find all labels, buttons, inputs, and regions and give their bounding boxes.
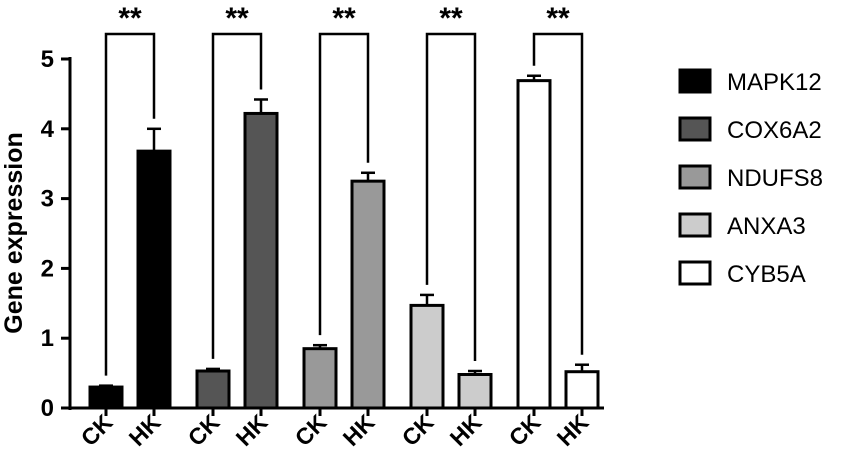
x-tick-label: CK [290, 409, 332, 451]
significance-bracket [532, 32, 584, 355]
y-tick-label: 1 [41, 325, 54, 352]
x-tick-label: HK [552, 409, 594, 451]
significance-annotations: ** ** ** ** ** [104, 2, 584, 376]
y-axis-title: Gene expression [0, 132, 28, 333]
significance-bracket [211, 32, 263, 359]
x-tick-label: CK [76, 409, 118, 451]
bar [195, 369, 231, 410]
significance-label: ** [439, 2, 463, 35]
bar [88, 385, 124, 410]
x-tick-label: CK [397, 409, 439, 451]
bars [88, 74, 600, 410]
legend-label: ANXA3 [727, 213, 806, 240]
significance-bracket [318, 32, 370, 336]
bar [516, 79, 552, 410]
significance-label: ** [332, 2, 356, 35]
legend-label: CYB5A [727, 261, 806, 288]
significance-label: ** [225, 2, 249, 35]
x-tick-label: CK [183, 409, 225, 451]
x-tick-label: HK [124, 409, 166, 451]
y-tick-label: 0 [41, 395, 54, 422]
y-tick-label: 3 [41, 186, 54, 213]
bar [457, 372, 493, 410]
significance-bracket [425, 32, 477, 362]
x-tick-label: HK [231, 409, 273, 451]
y-tick-label: 4 [41, 116, 55, 143]
x-tick-label: CK [504, 409, 546, 451]
significance-label: ** [118, 2, 142, 35]
legend-swatch [678, 68, 712, 94]
bar [136, 149, 172, 410]
legend-swatch [678, 116, 712, 142]
significance-bracket [104, 32, 156, 376]
legend-swatch [678, 212, 712, 238]
bar [564, 370, 600, 410]
legend-label: NDUFS8 [727, 165, 823, 192]
y-tick-label: 2 [41, 255, 54, 282]
significance-label: ** [546, 2, 570, 35]
y-tick-label: 5 [41, 46, 54, 73]
legend: MAPK12 COX6A2 NDUFS8 ANXA3 CYB5A [678, 68, 823, 288]
x-tick-label: HK [338, 409, 380, 451]
legend-label: COX6A2 [727, 117, 822, 144]
legend-label: MAPK12 [727, 69, 822, 96]
legend-swatch [678, 260, 712, 286]
bar [409, 303, 445, 410]
bar [350, 179, 386, 410]
bar [302, 347, 338, 410]
bar [243, 111, 279, 410]
x-tick-label: HK [445, 409, 487, 451]
legend-swatch [678, 164, 712, 190]
